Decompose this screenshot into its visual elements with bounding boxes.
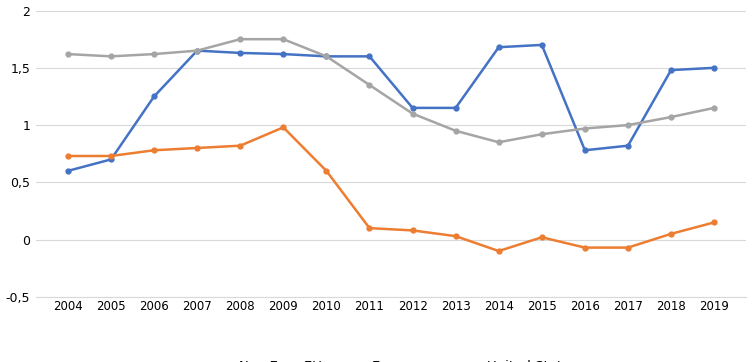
Euro area xyxy=(193,146,202,150)
United States xyxy=(537,132,546,136)
Euro area xyxy=(537,235,546,240)
Euro area xyxy=(365,226,374,230)
United States xyxy=(408,111,417,116)
Non Euro EU xyxy=(494,45,503,49)
Non Euro EU xyxy=(63,169,72,173)
United States xyxy=(63,52,72,56)
Euro area xyxy=(107,154,116,158)
Euro area xyxy=(710,220,719,224)
Non Euro EU xyxy=(581,148,590,152)
Euro area xyxy=(279,125,288,130)
Line: Non Euro EU: Non Euro EU xyxy=(65,42,717,173)
United States xyxy=(235,37,244,41)
Line: United States: United States xyxy=(65,37,717,145)
Non Euro EU xyxy=(623,143,632,148)
Legend: Non Euro EU, Euro area, United States: Non Euro EU, Euro area, United States xyxy=(200,355,582,362)
Non Euro EU xyxy=(710,66,719,70)
United States xyxy=(451,129,460,133)
Euro area xyxy=(322,169,331,173)
United States xyxy=(623,123,632,127)
Non Euro EU xyxy=(279,52,288,56)
United States xyxy=(279,37,288,41)
United States xyxy=(193,49,202,53)
United States xyxy=(581,126,590,131)
Euro area xyxy=(150,148,159,152)
Non Euro EU xyxy=(666,68,675,72)
Euro area xyxy=(494,249,503,253)
Non Euro EU xyxy=(322,54,331,59)
Non Euro EU xyxy=(537,43,546,47)
Euro area xyxy=(623,245,632,250)
United States xyxy=(710,106,719,110)
United States xyxy=(150,52,159,56)
United States xyxy=(666,115,675,119)
Euro area xyxy=(451,234,460,238)
Non Euro EU xyxy=(107,157,116,161)
United States xyxy=(494,140,503,144)
Line: Euro area: Euro area xyxy=(65,125,717,253)
United States xyxy=(107,54,116,59)
Euro area xyxy=(63,154,72,158)
Non Euro EU xyxy=(193,49,202,53)
Euro area xyxy=(235,143,244,148)
Euro area xyxy=(666,232,675,236)
United States xyxy=(365,83,374,87)
Non Euro EU xyxy=(451,106,460,110)
Euro area xyxy=(581,245,590,250)
United States xyxy=(322,54,331,59)
Non Euro EU xyxy=(408,106,417,110)
Euro area xyxy=(408,228,417,233)
Non Euro EU xyxy=(150,94,159,98)
Non Euro EU xyxy=(365,54,374,59)
Non Euro EU xyxy=(235,51,244,55)
